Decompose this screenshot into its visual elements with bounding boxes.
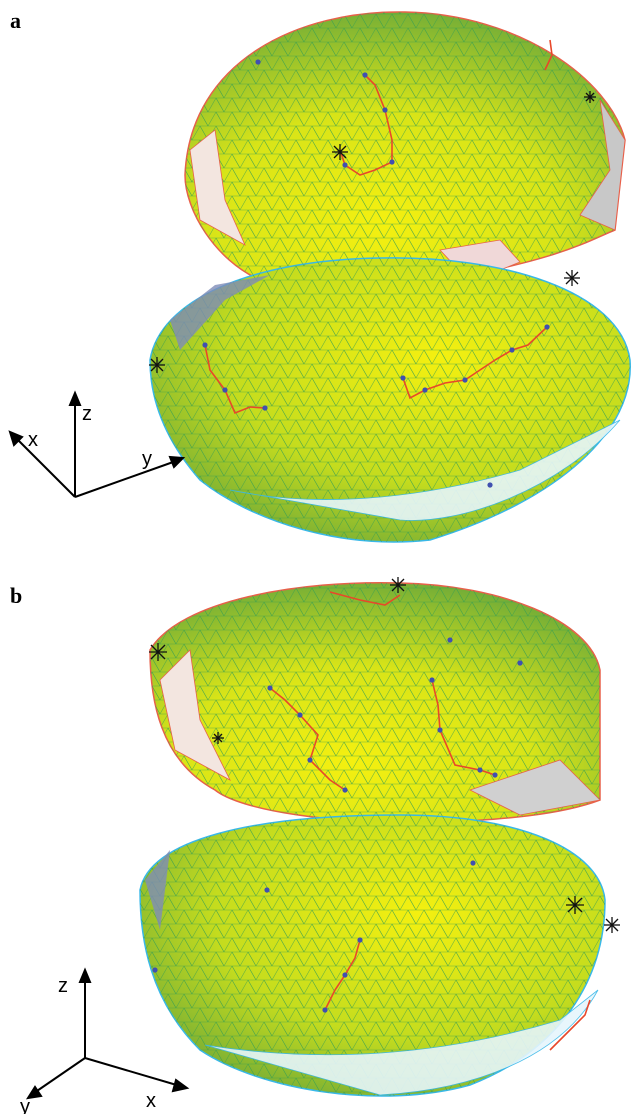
lower-hemisphere <box>150 258 630 542</box>
axis-label: z <box>82 403 92 425</box>
panel-label: a <box>10 8 21 33</box>
lower-hemisphere <box>140 815 605 1096</box>
axis-label: z <box>58 975 68 997</box>
axis-label: x <box>28 429 38 451</box>
page: a z x y b <box>0 0 637 1114</box>
figure: a z x y b <box>0 0 637 1114</box>
upper-hemisphere <box>150 583 600 823</box>
panel-label: b <box>10 583 22 608</box>
upper-hemisphere <box>185 12 625 295</box>
axis-label: x <box>146 1090 156 1112</box>
axis-label: y <box>20 1096 30 1114</box>
axis-label: y <box>142 448 152 470</box>
